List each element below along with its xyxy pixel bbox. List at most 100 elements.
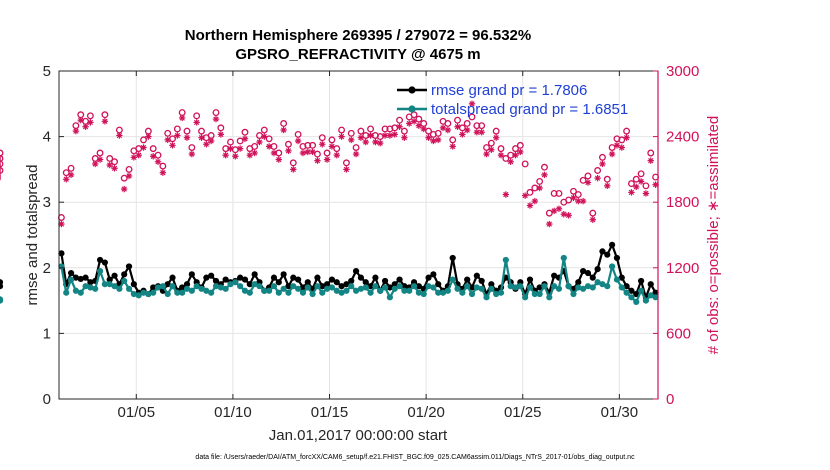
asterisk-stroke: [450, 143, 456, 150]
obs-possible-point: [627, 180, 635, 188]
rmse-point: [401, 283, 408, 290]
asterisk-stroke: [92, 161, 98, 167]
spread-point: [435, 289, 442, 296]
rmse-point: [101, 259, 108, 266]
obs-possible-point: [637, 170, 645, 178]
asterisk-stroke: [565, 212, 572, 218]
asterisk-stroke: [628, 189, 635, 196]
rmse-point: [179, 284, 186, 291]
asterisk-stroke: [179, 115, 185, 121]
rmse-point: [150, 284, 157, 291]
rmse-point: [584, 269, 592, 277]
obs-assimilated-point: [111, 165, 118, 172]
obs-possible-point: [251, 142, 259, 150]
obs-possible-point: [241, 128, 249, 136]
y-right-tick-label: 0: [666, 391, 674, 408]
asterisk-stroke: [232, 153, 238, 159]
asterisk-stroke: [411, 118, 417, 124]
spread-point: [319, 289, 326, 296]
obs-assimilated-point: [67, 171, 75, 179]
spread-point: [512, 284, 519, 291]
rmse-point: [435, 281, 442, 288]
spread-point: [280, 285, 287, 292]
obs-possible-point: [473, 122, 481, 130]
obs-assimilated-point: [246, 151, 254, 159]
obs-assimilated-point: [135, 151, 142, 159]
asterisk-stroke: [532, 198, 538, 204]
asterisk-stroke: [469, 101, 475, 107]
asterisk-stroke: [348, 137, 354, 143]
obs-possible-point: [550, 190, 558, 197]
obs-possible-point: [623, 127, 631, 135]
spread-point: [420, 290, 427, 298]
spread-point: [391, 285, 398, 292]
asterisk-stroke: [416, 123, 422, 129]
rmse-point: [348, 277, 355, 285]
rmse-point: [372, 274, 379, 281]
obs-assimilated-point: [275, 156, 282, 163]
asterisk-stroke: [329, 143, 335, 150]
obs-possible-point: [309, 141, 317, 149]
obs-possible-point: [512, 145, 519, 153]
legend-spread-marker: [408, 105, 416, 113]
obs-possible-point: [391, 124, 399, 132]
asterisk-stroke: [68, 172, 74, 178]
spread-point: [604, 283, 611, 290]
asterisk-stroke: [145, 133, 152, 140]
obs-assimilated-point: [236, 145, 244, 152]
asterisk-stroke: [353, 151, 359, 157]
obs-assimilated-point: [391, 131, 398, 138]
obs-assimilated-point: [217, 131, 225, 138]
asterisk-stroke: [541, 172, 548, 178]
rmse-point: [270, 274, 278, 281]
rmse-point: [386, 284, 393, 291]
spread-point: [526, 284, 534, 291]
asterisk-stroke: [73, 128, 79, 134]
asterisk-stroke: [488, 147, 495, 153]
rmse-point: [290, 274, 297, 281]
asterisk-stroke: [387, 132, 393, 139]
asterisk-stroke: [522, 192, 528, 199]
spread-point: [633, 298, 640, 306]
rmse-point: [449, 254, 456, 262]
asterisk-stroke: [78, 117, 84, 123]
obs-possible-point: [396, 116, 404, 124]
legend-rmse-marker: [408, 86, 416, 94]
rmse-point: [652, 289, 659, 296]
obs-possible-point: [0, 149, 4, 157]
spread-point: [618, 284, 625, 291]
obs-assimilated-point: [468, 100, 476, 107]
asterisk-stroke: [421, 126, 427, 132]
rmse-point: [647, 281, 654, 288]
obs-assimilated-point: [149, 153, 157, 160]
obs-possible-point: [173, 125, 181, 133]
legend: rmse grand pr = 1.7806 totalspread grand…: [397, 82, 628, 118]
asterisk-stroke: [261, 133, 267, 140]
obs-assimilated-point: [63, 176, 70, 183]
spread-point: [290, 283, 297, 290]
spread-point: [560, 254, 567, 262]
asterisk-stroke: [508, 159, 514, 165]
spread-point: [299, 289, 307, 296]
x-tick-label: 01/10: [214, 404, 252, 421]
asterisk-stroke: [295, 138, 301, 144]
rmse-point: [183, 281, 191, 288]
obs-assimilated-point: [159, 169, 167, 176]
rmse-point: [362, 279, 369, 286]
obs-assimilated-point: [299, 149, 307, 157]
asterisk-stroke: [382, 132, 388, 139]
obs-possible-point: [111, 158, 119, 166]
rmse-point: [628, 287, 635, 294]
spread-point: [352, 287, 360, 294]
spread-point: [357, 285, 365, 292]
obs-assimilated-point: [526, 202, 534, 209]
spread-point: [212, 283, 220, 290]
obs-possible-point: [376, 133, 384, 141]
asterisk-stroke: [358, 135, 364, 141]
obs-assimilated-point: [178, 114, 186, 122]
obs-assimilated-point: [608, 150, 616, 158]
spread-point: [222, 285, 229, 292]
rmse-point: [367, 283, 374, 290]
asterisk-stroke: [82, 124, 89, 130]
obs-possible-point: [0, 167, 4, 174]
